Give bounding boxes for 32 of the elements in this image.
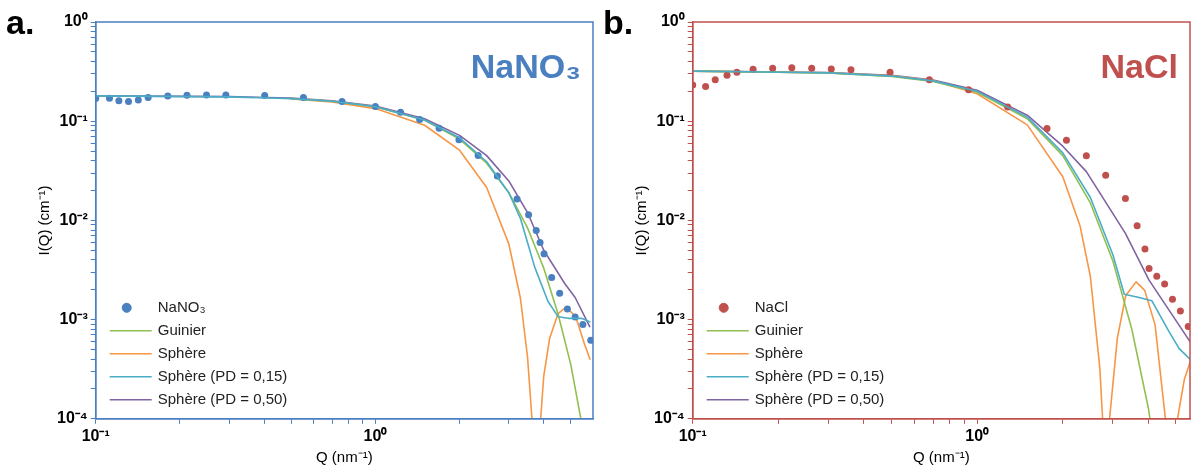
y-tick-label: 10⁻² <box>656 210 685 228</box>
legend-label: Sphère <box>754 343 804 361</box>
y-tick-label: 10⁻² <box>59 210 88 228</box>
y-tick-label: 10⁰ <box>63 12 88 30</box>
x-axis-title: Q (nm⁻¹) <box>316 448 373 466</box>
legend-label: NaNO₃ <box>157 297 206 315</box>
x-tick-label: 10⁰ <box>363 426 388 444</box>
legend-label: Guinier <box>157 320 207 338</box>
legend-label: Sphère (PD = 0,50) <box>754 389 885 407</box>
y-tick-label: 10⁻³ <box>656 310 685 328</box>
y-axis-title: I(Q) (cm⁻¹) <box>632 185 650 256</box>
annotation: NaCl <box>1100 47 1178 86</box>
y-tick-label: 10⁻¹ <box>59 111 88 129</box>
annotation: NaNO₃ <box>470 47 581 86</box>
x-tick-label: 10⁻¹ <box>678 426 707 444</box>
y-axis-title: I(Q) (cm⁻¹) <box>35 185 53 256</box>
legend-label: Sphère (PD = 0,50) <box>157 389 288 407</box>
x-axis-title: Q (nm⁻¹) <box>913 448 970 466</box>
y-tick-label: 10⁻⁴ <box>653 409 685 427</box>
legend-label: Sphère (PD = 0,15) <box>157 366 288 384</box>
x-tick-label: 10⁰ <box>965 426 990 444</box>
x-tick-label: 10⁻¹ <box>81 426 110 444</box>
y-tick-label: 10⁻¹ <box>656 111 685 129</box>
y-tick-label: 10⁻⁴ <box>56 409 88 427</box>
legend-label: Sphère <box>157 343 207 361</box>
legend-label: NaCl <box>754 297 789 315</box>
chart-title: a. <box>6 3 35 42</box>
chart-title: b. <box>603 3 634 42</box>
legend-label: Sphère (PD = 0,15) <box>754 366 885 384</box>
legend-label: Guinier <box>754 320 804 338</box>
y-tick-label: 10⁻³ <box>59 310 88 328</box>
y-tick-label: 10⁰ <box>660 12 685 30</box>
